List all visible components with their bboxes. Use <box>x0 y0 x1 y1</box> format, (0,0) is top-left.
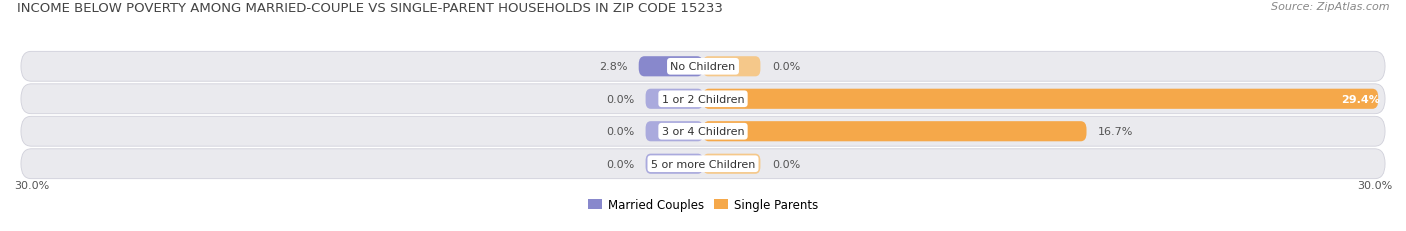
Legend: Married Couples, Single Parents: Married Couples, Single Parents <box>583 193 823 216</box>
FancyBboxPatch shape <box>703 122 1087 142</box>
FancyBboxPatch shape <box>21 52 1385 82</box>
FancyBboxPatch shape <box>703 154 761 174</box>
FancyBboxPatch shape <box>21 149 1385 179</box>
FancyBboxPatch shape <box>21 85 1385 114</box>
Text: 5 or more Children: 5 or more Children <box>651 159 755 169</box>
FancyBboxPatch shape <box>645 89 703 109</box>
Text: 0.0%: 0.0% <box>772 159 800 169</box>
Text: No Children: No Children <box>671 62 735 72</box>
FancyBboxPatch shape <box>645 122 703 142</box>
Text: 29.4%: 29.4% <box>1341 94 1381 104</box>
Text: 0.0%: 0.0% <box>606 94 634 104</box>
Text: INCOME BELOW POVERTY AMONG MARRIED-COUPLE VS SINGLE-PARENT HOUSEHOLDS IN ZIP COD: INCOME BELOW POVERTY AMONG MARRIED-COUPL… <box>17 2 723 15</box>
Text: 1 or 2 Children: 1 or 2 Children <box>662 94 744 104</box>
FancyBboxPatch shape <box>638 57 703 77</box>
FancyBboxPatch shape <box>703 57 761 77</box>
FancyBboxPatch shape <box>21 117 1385 146</box>
FancyBboxPatch shape <box>645 154 703 174</box>
Text: Source: ZipAtlas.com: Source: ZipAtlas.com <box>1271 2 1389 12</box>
Text: 0.0%: 0.0% <box>772 62 800 72</box>
Text: 30.0%: 30.0% <box>1357 180 1392 190</box>
Text: 0.0%: 0.0% <box>606 159 634 169</box>
FancyBboxPatch shape <box>703 89 1378 109</box>
Text: 16.7%: 16.7% <box>1098 127 1133 137</box>
Text: 30.0%: 30.0% <box>14 180 49 190</box>
Text: 2.8%: 2.8% <box>599 62 627 72</box>
Text: 3 or 4 Children: 3 or 4 Children <box>662 127 744 137</box>
Text: 0.0%: 0.0% <box>606 127 634 137</box>
